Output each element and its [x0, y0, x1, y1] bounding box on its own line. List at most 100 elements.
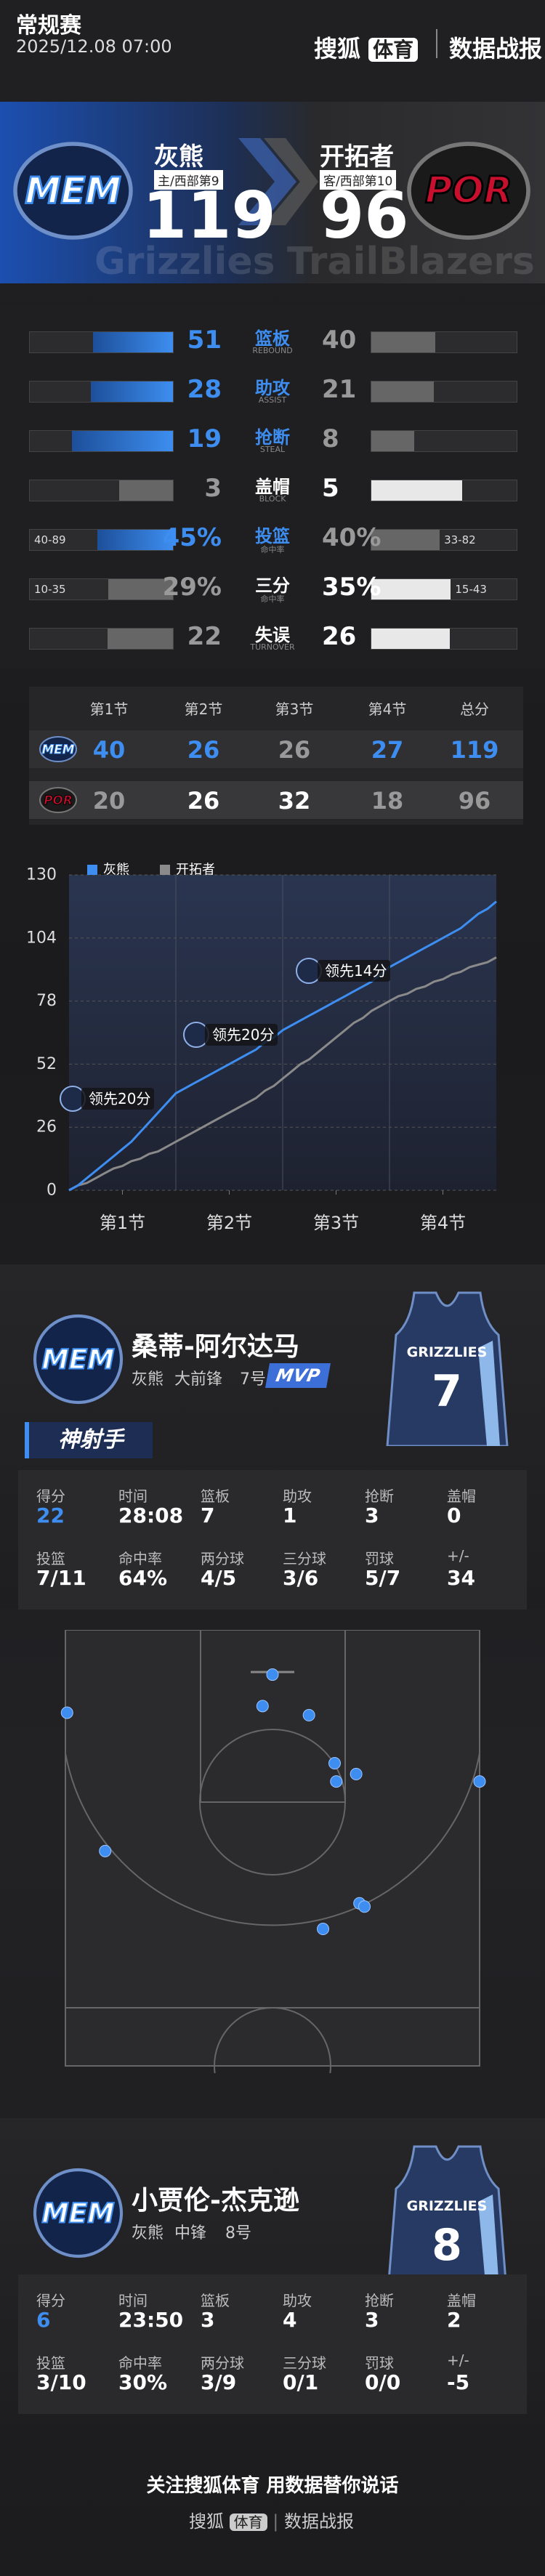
shot	[317, 1923, 330, 1936]
stat-label: 篮板	[255, 328, 290, 349]
stat-label: 助攻	[255, 378, 290, 398]
legend-label: 开拓者	[176, 863, 215, 878]
legend-swatch	[87, 865, 97, 875]
logo-text: POR	[425, 169, 512, 212]
shot	[473, 1775, 486, 1788]
stat-value: -5	[447, 2370, 470, 2394]
away-bar	[371, 431, 415, 451]
stat-label: 三分球	[283, 2354, 326, 2372]
team-logo: MEM	[33, 1314, 124, 1405]
jersey-text: GRIZZLIES	[407, 1344, 488, 1360]
home-bar	[107, 629, 173, 649]
player-team: 灰熊	[132, 1370, 164, 1389]
jersey-number: 7	[432, 1366, 462, 1417]
stat-value: 0	[447, 1503, 461, 1527]
logo-text: MEM	[41, 1344, 114, 1376]
player-tag: 神射手	[25, 1422, 153, 1458]
home-bar	[119, 480, 173, 501]
logo-ring	[33, 2168, 124, 2258]
stat-label: 投篮	[255, 526, 290, 546]
quarter-score: 26	[187, 736, 220, 764]
shot	[256, 1700, 269, 1713]
logo-text: MEM	[41, 2197, 114, 2229]
stat-label: 罚球	[365, 2354, 394, 2372]
legend-swatch	[160, 865, 170, 875]
quarter-score: 26	[278, 736, 311, 764]
jersey-body	[386, 2145, 509, 2300]
ft-circle	[199, 1729, 346, 1876]
versus-chevrons	[238, 138, 318, 225]
quarter-score: 119	[450, 736, 499, 764]
quarter-score: 32	[278, 787, 311, 815]
footer-brand-name: 搜狐	[189, 2511, 224, 2532]
jersey-stripe	[478, 1341, 500, 1446]
home-bar	[92, 332, 173, 352]
stat-label: 罚球	[365, 1550, 394, 1567]
annotation-label: 领先20分	[89, 1090, 150, 1107]
game-datetime: 2025/12.08 07:00	[16, 36, 172, 57]
stat-label: 盖帽	[447, 2292, 476, 2309]
team-logo: MEM	[33, 2168, 124, 2258]
shot	[302, 1708, 315, 1721]
shot	[358, 1900, 371, 1913]
player-badge: MVP	[265, 1363, 331, 1388]
chevron	[264, 138, 318, 225]
quarter-header: 总分	[460, 700, 489, 718]
stat-value: 30%	[118, 2370, 168, 2394]
center-circle	[214, 2007, 331, 2073]
player-number: 8号	[225, 2224, 251, 2242]
away-bar-track	[371, 628, 517, 650]
logo-ring	[39, 787, 77, 813]
annotation-label: 领先14分	[325, 962, 387, 980]
away-bar	[371, 579, 451, 599]
logo-ring	[13, 142, 133, 240]
jersey: GRIZZLIES 8	[386, 2145, 509, 2300]
game-type: 常规赛	[16, 13, 81, 39]
away-value: 35%	[322, 573, 382, 602]
stat-label: +/-	[447, 1547, 469, 1564]
quarter-row	[29, 781, 523, 819]
stat-value: 3/10	[36, 2370, 86, 2394]
stat-label: 抢断	[365, 2292, 394, 2309]
annotation-bg	[318, 960, 390, 982]
quarter-header: 第4节	[368, 700, 407, 718]
stat-sublabel: TURNOVER	[250, 642, 295, 652]
away-detail: 33-82	[444, 533, 476, 546]
away-bar	[371, 530, 440, 550]
stat-sublabel: BLOCK	[259, 494, 286, 504]
stat-label: 两分球	[201, 2354, 244, 2372]
annotation-icon	[296, 958, 322, 984]
away-bar	[371, 480, 462, 501]
quarter-score: 18	[371, 787, 404, 815]
stat-label: 时间	[118, 2292, 148, 2309]
stat-value: 3	[365, 2308, 379, 2332]
x-tick-label: 第2节	[206, 1213, 252, 1233]
stat-value: 3/9	[201, 2370, 237, 2394]
shot-chart	[60, 1630, 486, 2073]
stat-value: 7/11	[36, 1566, 86, 1590]
shot	[350, 1767, 363, 1780]
stat-label: 助攻	[283, 2292, 312, 2309]
home-detail: 40-89	[34, 533, 66, 546]
home-value: 22	[187, 622, 222, 651]
stat-sublabel: ASSIST	[258, 395, 287, 405]
stat-label: 命中率	[118, 2354, 162, 2372]
stat-label: 抢断	[365, 1487, 394, 1505]
team-logo: MEM	[39, 736, 77, 762]
legend-label: 灰熊	[103, 863, 129, 878]
player-name: 桑蒂-阿尔达马	[132, 1332, 299, 1362]
quarter-header: 第3节	[275, 700, 314, 718]
stat-value: 0/1	[283, 2370, 319, 2394]
home-bar-track: 10-35	[29, 578, 174, 600]
stat-label: 盖帽	[447, 1487, 476, 1505]
team-logo: POR	[39, 787, 77, 813]
y-tick-label: 0	[47, 1182, 57, 1200]
player-position: 中锋	[174, 2224, 207, 2242]
series-line	[68, 900, 497, 1192]
series-line	[68, 956, 497, 1192]
quarter-row	[29, 730, 523, 768]
stat-value: 7	[201, 1503, 215, 1527]
away-score: 96	[320, 178, 409, 253]
stat-label: 投篮	[36, 1550, 65, 1567]
